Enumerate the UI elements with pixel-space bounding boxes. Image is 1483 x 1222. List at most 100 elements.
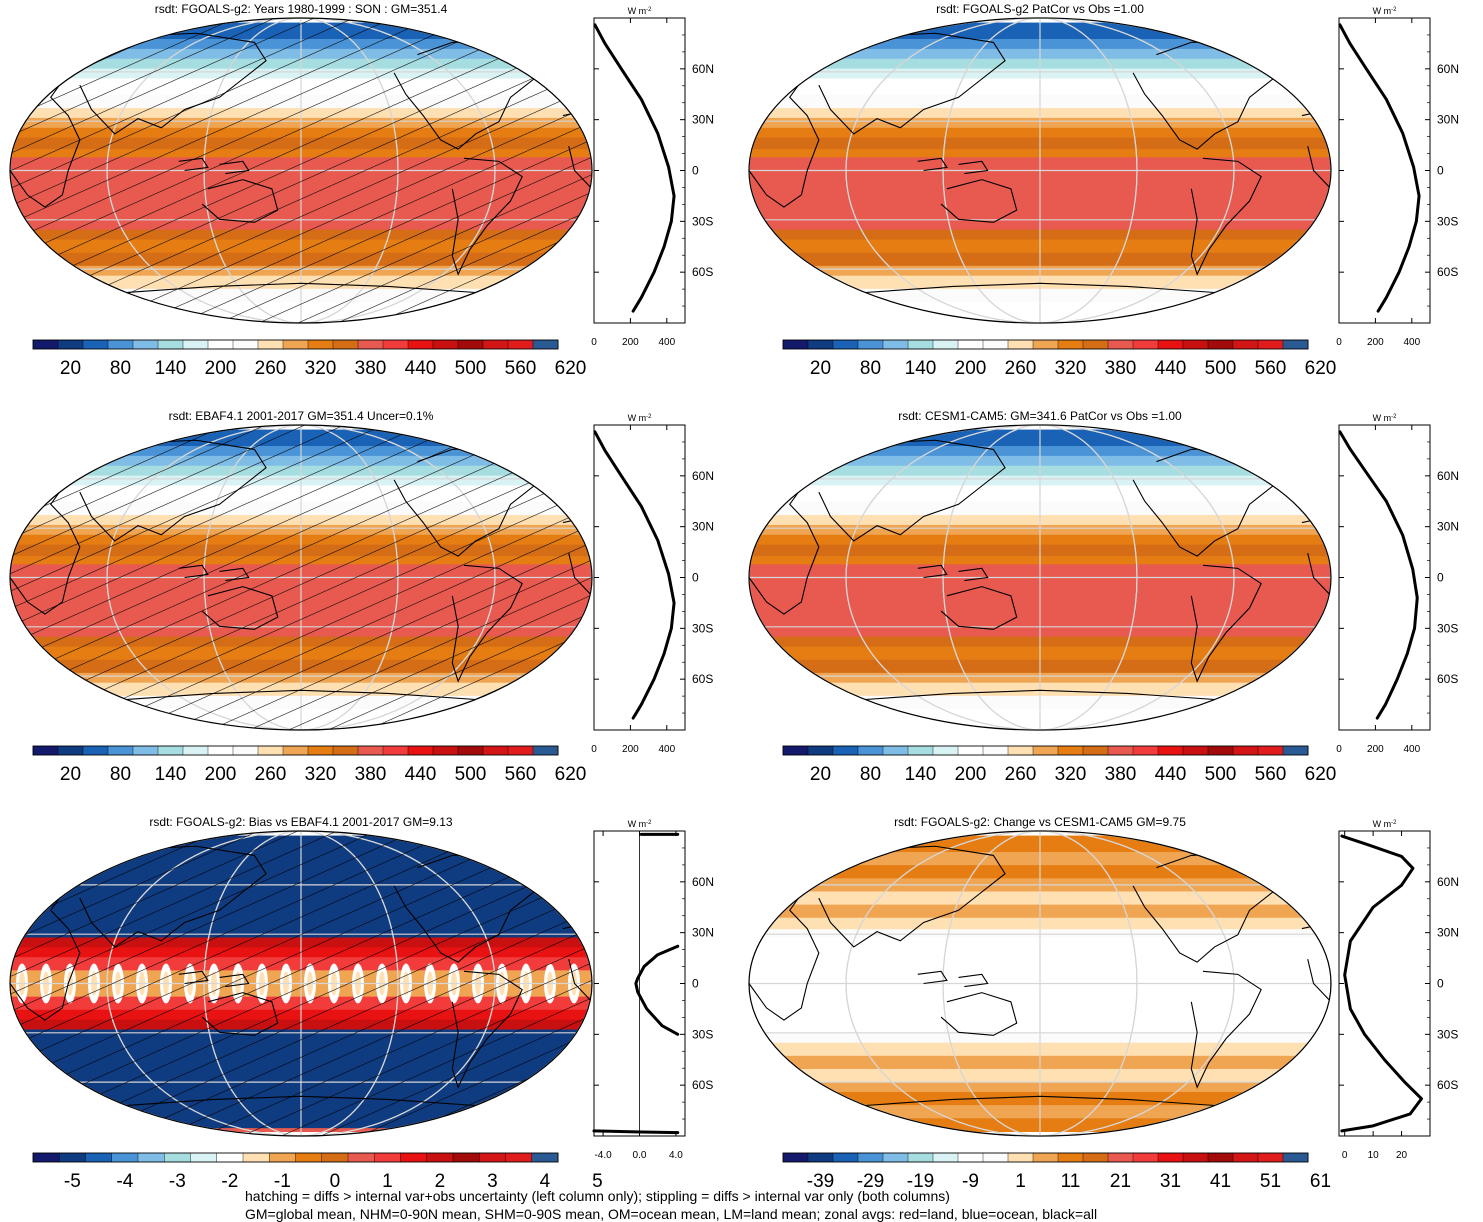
- profile-lat-label: 30N: [692, 113, 714, 127]
- profile-unit: W m-2: [628, 6, 652, 16]
- colorbar-border: [782, 1152, 1309, 1163]
- colorbar-swatch: [207, 745, 234, 756]
- colorbar-swatch: [982, 339, 1009, 350]
- colorbar-label: 500: [1205, 764, 1237, 785]
- profile-lat-label: 0: [692, 164, 699, 178]
- colorbar-swatch: [1132, 745, 1159, 756]
- colorbar-label: -5: [64, 1171, 81, 1192]
- colorbar-swatch: [57, 745, 84, 756]
- colorbar-swatch: [1182, 745, 1209, 756]
- colorbar-swatch: [807, 339, 834, 350]
- colorbar-swatch: [782, 339, 809, 350]
- map-border: [9, 424, 593, 731]
- colorbar-swatch: [295, 1152, 323, 1163]
- colorbar-swatch: [982, 1152, 1009, 1163]
- colorbar-swatch: [1007, 745, 1034, 756]
- zonal-profile-1: 0 200 400 60N 30N 0 30S 60S W m-2: [591, 6, 714, 348]
- colorbar-label: 20: [810, 764, 831, 785]
- colorbar-swatch: [1232, 339, 1259, 350]
- colorbar-label: 21: [1110, 1171, 1131, 1192]
- colorbar-4: 20 80 140 200 260 320 380 440 500 560 620: [782, 745, 1336, 785]
- colorbar-swatch: [532, 339, 559, 350]
- profile-xtick-label: 0: [1336, 744, 1342, 755]
- colorbar-swatch: [857, 1152, 884, 1163]
- colorbar-swatch: [1082, 745, 1109, 756]
- map-border: [748, 424, 1332, 731]
- coastline: [1190, 157, 1262, 276]
- profile-lat-label: 30N: [1437, 926, 1459, 940]
- map-panel-2: rsdt: FGOALS-g2 PatCor vs Obs =1.00: [748, 2, 1332, 324]
- colorbar-swatch: [479, 1152, 506, 1163]
- profile-lat-label: 60N: [1437, 875, 1459, 889]
- profile-frame: [593, 17, 686, 324]
- colorbar-swatch: [1157, 1152, 1184, 1163]
- colorbar-swatch: [426, 1152, 454, 1163]
- colorbar-label: 140: [905, 764, 937, 785]
- colorbar-label: 5: [592, 1171, 603, 1192]
- colorbar-swatch: [832, 1152, 859, 1163]
- profile-lat-label: 60N: [1437, 62, 1459, 76]
- footnote-line2: GM=global mean, NHM=0-90N mean, SHM=0-90…: [245, 1206, 1098, 1222]
- map-panel-3: rsdt: EBAF4.1 2001-2017 GM=351.4 Uncer=0…: [9, 409, 593, 731]
- colorbar-swatch: [1107, 1152, 1134, 1163]
- profile-xtick-label: 4.0: [669, 1150, 683, 1161]
- colorbar-swatch: [507, 339, 534, 350]
- colorbar-swatch: [132, 745, 159, 756]
- profile-frame: [593, 424, 686, 731]
- profile-xtick-label: 400: [658, 744, 675, 755]
- profile-lat-label: 30S: [1437, 621, 1458, 635]
- colorbar-swatch: [1232, 745, 1259, 756]
- colorbar-label: 1: [382, 1171, 393, 1192]
- colorbar-swatch: [307, 339, 334, 350]
- colorbar-swatch: [957, 745, 984, 756]
- colorbar-swatch: [382, 339, 409, 350]
- colorbar-swatch: [1257, 745, 1284, 756]
- map-field: [10, 425, 592, 730]
- colorbar-label: 3: [487, 1171, 498, 1192]
- profile-lat-label: 60S: [692, 672, 713, 686]
- colorbar-border: [782, 745, 1309, 756]
- colorbar-label: 4: [540, 1171, 551, 1192]
- colorbar-label: 500: [455, 358, 487, 379]
- coastline: [795, 845, 1006, 948]
- map-field: [10, 830, 592, 1136]
- profile-xtick-label: 10: [1368, 1150, 1380, 1161]
- coastline: [795, 32, 1006, 135]
- colorbar-swatch: [782, 745, 809, 756]
- colorbar-label: -39: [807, 1171, 834, 1192]
- colorbar-swatch: [282, 745, 309, 756]
- profile-lat-label: 60N: [692, 469, 714, 483]
- coastline: [940, 992, 1018, 1036]
- colorbar-swatch: [1157, 745, 1184, 756]
- colorbar-label: 1: [1015, 1171, 1026, 1192]
- colorbar-swatch: [137, 1152, 165, 1163]
- profile-unit-exponent: -2: [1391, 820, 1397, 826]
- profile-unit-exponent: -2: [646, 414, 652, 420]
- colorbar-swatch: [407, 745, 434, 756]
- colorbar-border: [32, 745, 559, 756]
- colorbar-3: 20 80 140 200 260 320 380 440 500 560 620: [32, 745, 586, 785]
- colorbar-swatch: [357, 745, 384, 756]
- profile-xtick-label: 200: [622, 744, 639, 755]
- profile-frame: [1338, 424, 1431, 731]
- colorbar-swatch: [932, 745, 959, 756]
- colorbar-swatch: [1082, 1152, 1109, 1163]
- colorbar-label: 51: [1260, 1171, 1281, 1192]
- colorbar-label: 20: [60, 358, 81, 379]
- profile-lat-label: 60S: [1437, 672, 1458, 686]
- colorbar-swatch: [1257, 339, 1284, 350]
- colorbar-label: 560: [505, 358, 537, 379]
- profile-lat-label: 60S: [1437, 1078, 1458, 1092]
- colorbar-swatch: [257, 339, 284, 350]
- colorbar-swatch: [242, 1152, 270, 1163]
- map-title: rsdt: FGOALS-g2 PatCor vs Obs =1.00: [936, 2, 1144, 16]
- colorbar-swatch: [1282, 1152, 1309, 1163]
- profile-lat-label: 30S: [1437, 1027, 1458, 1041]
- colorbar-swatch: [832, 339, 859, 350]
- colorbar-swatch: [482, 745, 509, 756]
- profile-lat-label: 30S: [692, 1027, 713, 1041]
- colorbar-swatch: [282, 339, 309, 350]
- colorbar-label: 380: [355, 764, 387, 785]
- profile-lat-label: 60N: [692, 875, 714, 889]
- profile-xtick-label: 200: [622, 337, 639, 348]
